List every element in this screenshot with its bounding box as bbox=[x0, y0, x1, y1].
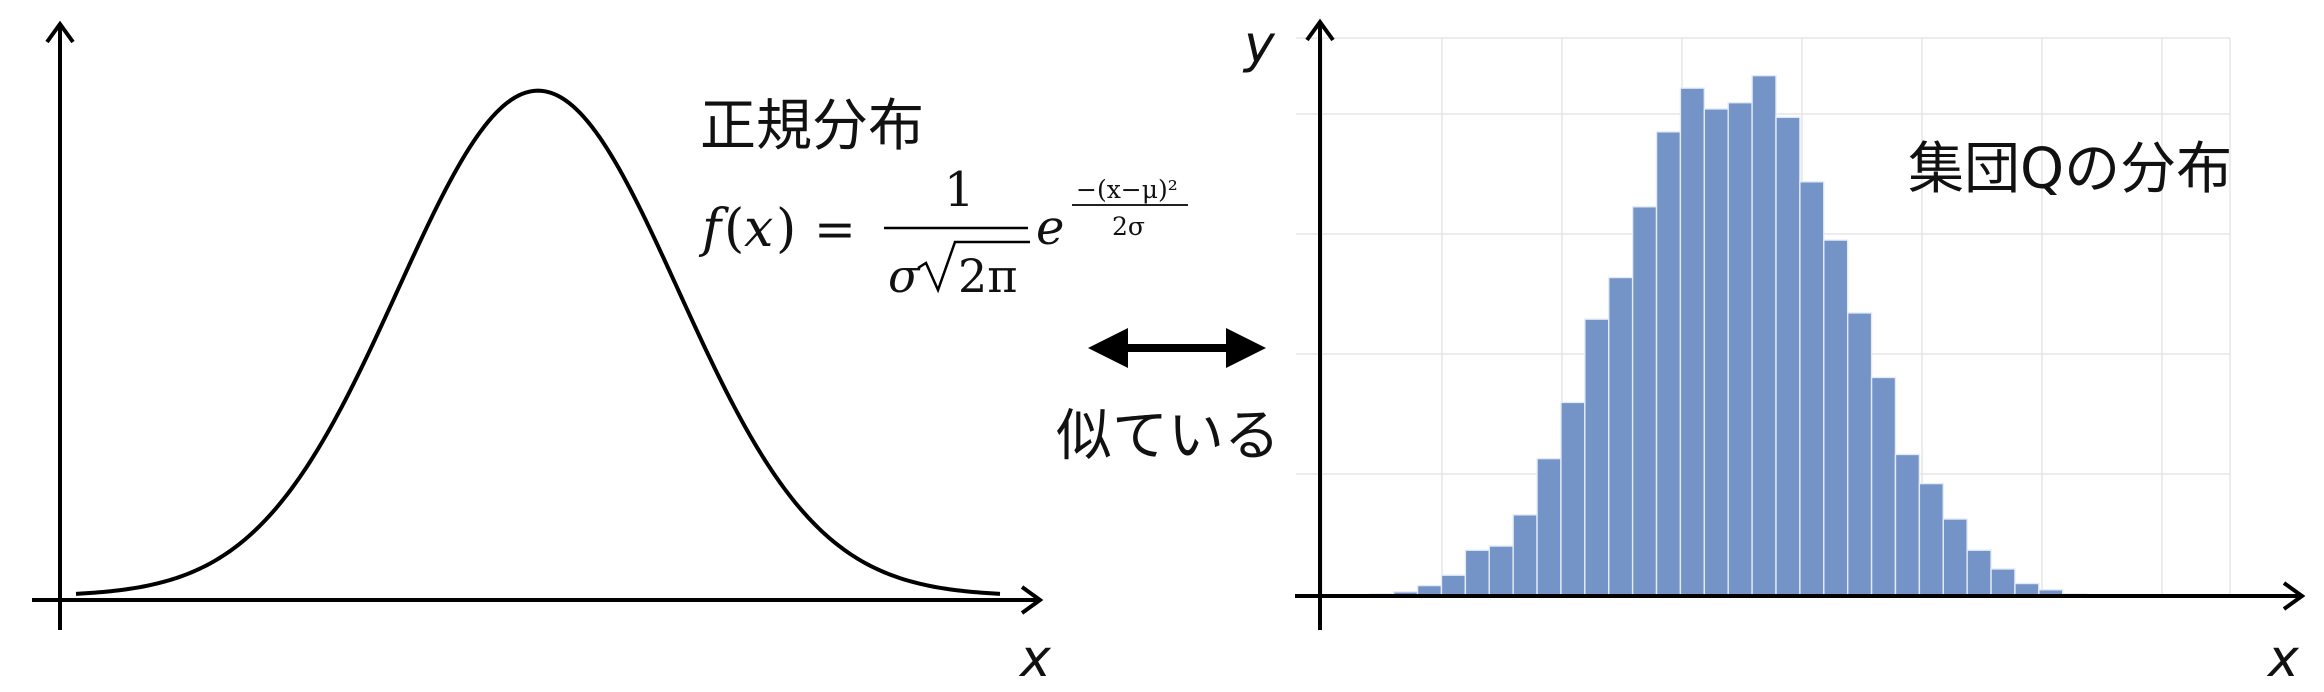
right-y-axis-arrowhead bbox=[1305, 18, 1335, 42]
formula-radical-sign bbox=[917, 240, 1030, 294]
histogram-bar bbox=[1679, 87, 1706, 597]
double-arrow-left-head bbox=[1088, 328, 1128, 368]
histogram-bar bbox=[1464, 549, 1490, 597]
histogram-bar bbox=[1775, 116, 1801, 597]
double-arrow-right-head bbox=[1226, 328, 1266, 368]
right-x-axis-arrowhead bbox=[2282, 581, 2306, 611]
histogram-title: 集団Qの分布 bbox=[1908, 137, 2232, 202]
left-x-axis-label: x bbox=[1018, 629, 1052, 689]
normal-distribution-curve bbox=[75, 88, 1001, 596]
histogram-bar bbox=[1942, 518, 1968, 597]
similarity-label: 似ている bbox=[1056, 404, 1280, 469]
histogram-bar bbox=[1655, 131, 1682, 597]
formula-denominator-sigma: σ bbox=[888, 249, 921, 303]
formula-open-paren: ( bbox=[724, 199, 744, 259]
histogram-bar bbox=[1823, 239, 1849, 597]
right-x-axis-label: x bbox=[2266, 629, 2300, 689]
histogram-bar bbox=[1584, 318, 1610, 597]
histogram-bar bbox=[1894, 453, 1921, 597]
formula-exponent-numerator: −(x−μ)² bbox=[1076, 175, 1178, 204]
histogram-bar bbox=[1966, 549, 1992, 597]
histogram-bar bbox=[1631, 206, 1658, 597]
left-panel: x 正規分布 f ( x ) = 1 σ 2π e −(x−μ)² 2σ bbox=[32, 20, 1188, 689]
histogram-bar bbox=[1560, 401, 1586, 597]
formula-x: x bbox=[744, 199, 773, 259]
histogram-bar bbox=[1870, 376, 1897, 597]
histogram-bar bbox=[1536, 457, 1562, 597]
formula-equals: = bbox=[814, 200, 856, 258]
histogram-bar bbox=[1990, 568, 2016, 597]
formula-close-paren: ) bbox=[776, 199, 796, 259]
normal-distribution-title: 正規分布 bbox=[700, 94, 924, 159]
normal-pdf-formula: f ( x ) = 1 σ 2π e −(x−μ)² 2σ bbox=[698, 162, 1188, 303]
formula-exponent-denominator: 2σ bbox=[1112, 212, 1145, 241]
histogram-bars bbox=[1345, 74, 2088, 597]
histogram-bar bbox=[1751, 74, 1777, 597]
formula-base-e: e bbox=[1036, 200, 1064, 256]
histogram-bar bbox=[1799, 181, 1825, 597]
histogram-bar bbox=[1703, 108, 1729, 597]
left-x-axis-arrowhead bbox=[1020, 585, 1044, 615]
right-y-axis-label: y bbox=[1242, 15, 1276, 75]
left-y-axis-arrowhead bbox=[45, 20, 75, 44]
formula-denominator-radicand: 2π bbox=[958, 249, 1018, 303]
similarity-connector: 似ている bbox=[1056, 328, 1280, 469]
histogram-bar bbox=[1440, 574, 1467, 597]
histogram-bar bbox=[1512, 514, 1538, 597]
histogram-bar bbox=[1846, 312, 1873, 597]
histogram-bar bbox=[1727, 101, 1753, 597]
right-panel: y x 集団Qの分布 bbox=[1242, 15, 2306, 689]
histogram-bar bbox=[1918, 482, 1944, 597]
formula-numerator: 1 bbox=[944, 162, 975, 218]
histogram-bar bbox=[1608, 276, 1634, 597]
histogram-bar bbox=[1488, 545, 1514, 597]
